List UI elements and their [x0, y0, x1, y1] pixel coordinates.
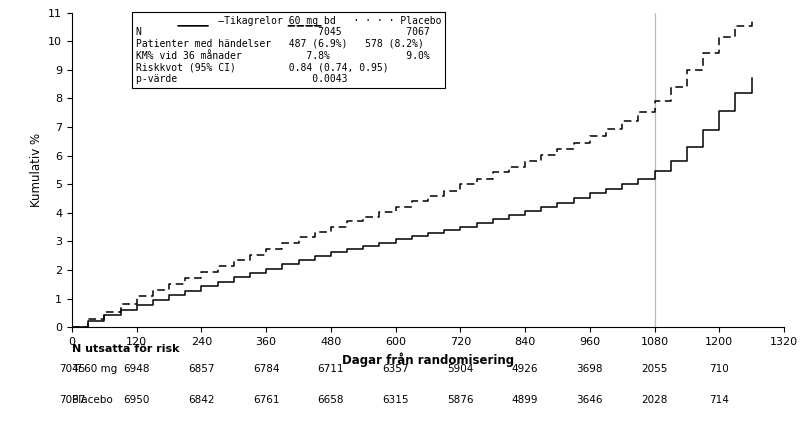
- Text: 5876: 5876: [447, 395, 474, 405]
- Text: 7067: 7067: [59, 395, 85, 405]
- Text: 3698: 3698: [577, 364, 603, 374]
- Text: 714: 714: [710, 395, 730, 405]
- Text: 6357: 6357: [382, 364, 409, 374]
- Text: 6658: 6658: [318, 395, 344, 405]
- Text: 6761: 6761: [253, 395, 279, 405]
- Text: —Tikagrelor 60 mg bd   · · · · Placebo
N                              7045      : —Tikagrelor 60 mg bd · · · · Placebo N 7…: [136, 16, 442, 84]
- Text: Ti 60 mg: Ti 60 mg: [72, 364, 118, 374]
- Text: N utsatta för risk: N utsatta för risk: [72, 344, 179, 354]
- X-axis label: Dagar från randomisering: Dagar från randomisering: [342, 352, 514, 367]
- Text: 2028: 2028: [642, 395, 668, 405]
- Text: 2055: 2055: [642, 364, 668, 374]
- Text: 6842: 6842: [188, 395, 214, 405]
- Y-axis label: Kumulativ %: Kumulativ %: [30, 133, 42, 207]
- Text: 7045: 7045: [59, 364, 85, 374]
- Text: 3646: 3646: [577, 395, 603, 405]
- Text: 6784: 6784: [253, 364, 279, 374]
- Text: 4926: 4926: [512, 364, 538, 374]
- Text: Placebo: Placebo: [72, 395, 113, 405]
- Text: 6950: 6950: [123, 395, 150, 405]
- Text: 6857: 6857: [188, 364, 214, 374]
- Text: 4899: 4899: [512, 395, 538, 405]
- Text: 710: 710: [710, 364, 729, 374]
- Text: 6315: 6315: [382, 395, 409, 405]
- Text: 5904: 5904: [447, 364, 474, 374]
- Text: 6948: 6948: [123, 364, 150, 374]
- Text: 6711: 6711: [318, 364, 344, 374]
